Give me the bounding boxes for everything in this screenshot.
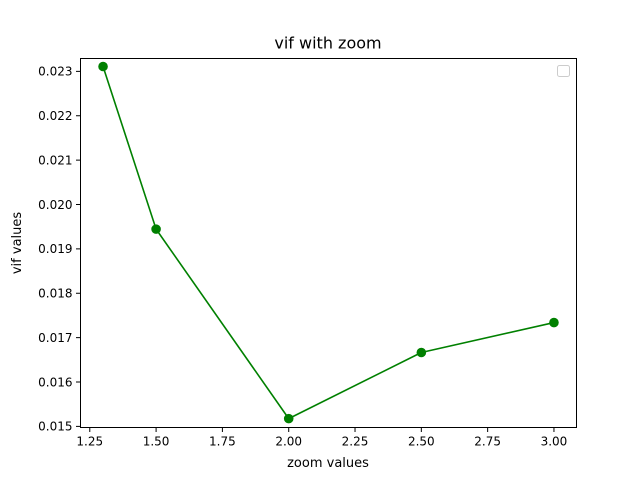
data-point (98, 61, 108, 72)
y-axis-label: vif values (10, 212, 25, 275)
x-tick-label: 2.25 (342, 435, 369, 449)
plot-area-frame (80, 58, 577, 428)
x-tick-label: 2.00 (275, 435, 302, 449)
y-tick-label: 0.017 (38, 331, 72, 345)
chart-title: vif with zoom (274, 34, 381, 53)
x-tick-label: 2.75 (474, 435, 501, 449)
x-tick-label: 3.00 (541, 435, 568, 449)
axis-ticks: 1.25 1.50 1.75 2.00 2.25 2.50 2.75 3.00 0.015 0.0… (38, 65, 567, 449)
y-tick-label: 0.021 (38, 153, 72, 167)
y-tick-label: 0.016 (38, 375, 72, 389)
legend-box (557, 65, 570, 77)
x-tick-label: 1.25 (76, 435, 103, 449)
x-axis-label: zoom values (287, 456, 369, 471)
data-point (549, 317, 559, 328)
series-layer (98, 61, 559, 424)
x-tick-label: 1.50 (143, 435, 170, 449)
y-tick-label: 0.015 (38, 420, 72, 434)
y-tick-label: 0.023 (38, 65, 72, 79)
y-tick-label: 0.019 (38, 242, 72, 256)
data-point (283, 413, 294, 424)
data-point (151, 224, 161, 234)
y-tick-label: 0.018 (38, 287, 72, 301)
y-tick-label: 0.022 (38, 109, 72, 123)
x-tick-label: 2.50 (408, 435, 435, 449)
data-point (416, 347, 427, 358)
x-tick-label: 1.75 (209, 435, 236, 449)
y-tick-label: 0.020 (38, 198, 72, 212)
